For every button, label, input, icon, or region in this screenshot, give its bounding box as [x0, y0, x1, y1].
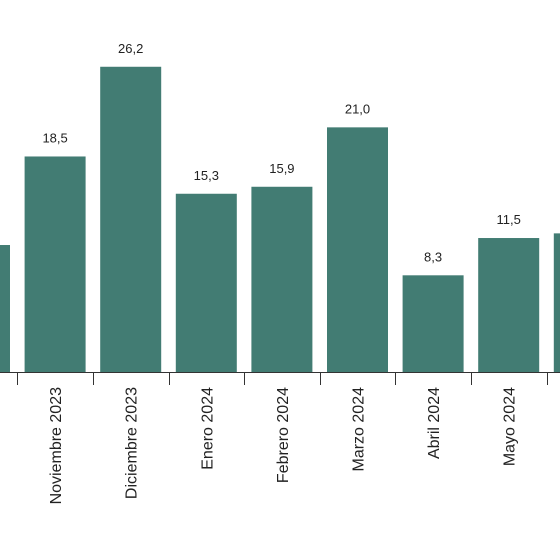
value-label-2: 26,2: [118, 41, 143, 56]
category-labels-group: Noviembre 2023 Diciembre 2023 Enero 2024 Fe…: [48, 387, 519, 505]
bar-5: [327, 127, 388, 372]
bar-1: [24, 156, 86, 372]
category-label-6: Abril 2024: [426, 387, 443, 459]
value-labels-group: 18,5 26,2 15,3 15,9 21,0 8,3 11,5: [42, 41, 520, 265]
value-label-4: 15,9: [269, 161, 294, 176]
category-label-1: Noviembre 2023: [48, 387, 65, 505]
category-label-7: Mayo 2024: [502, 387, 519, 466]
bars-group: [0, 66, 560, 373]
bar-2: [100, 66, 162, 373]
value-label-3: 15,3: [194, 168, 219, 183]
value-label-7: 11,5: [497, 212, 521, 227]
value-label-1: 18,5: [42, 130, 67, 145]
value-label-5: 21,0: [345, 101, 370, 116]
bar-6: [402, 275, 464, 372]
category-label-5: Marzo 2024: [351, 387, 368, 472]
category-label-3: Enero 2024: [199, 387, 216, 470]
bar-8: [553, 233, 560, 372]
category-label-2: Diciembre 2023: [124, 387, 141, 499]
bar-7: [478, 238, 540, 372]
category-label-4: Febrero 2024: [275, 387, 292, 483]
bar-4: [251, 186, 313, 372]
value-label-6: 8,3: [424, 249, 442, 264]
bar-3: [175, 193, 237, 372]
bar-0: [0, 245, 10, 372]
x-ticks-group: [17, 372, 548, 385]
